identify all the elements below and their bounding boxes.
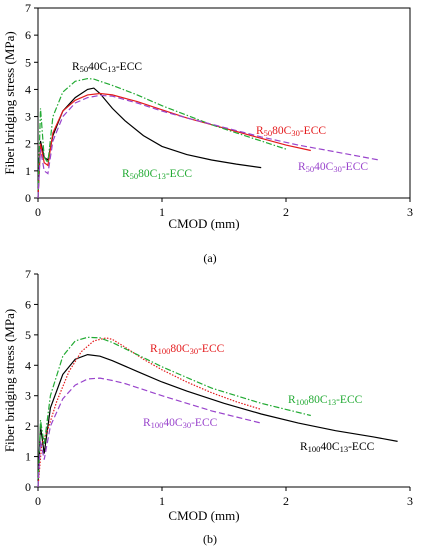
series-label-text: 80C <box>138 168 158 180</box>
x-tick-label: 2 <box>283 205 289 219</box>
y-tick-label: 4 <box>25 358 31 372</box>
x-axis-label: CMOD (mm) <box>168 508 239 523</box>
series-line-1-0 <box>37 353 398 488</box>
y-tick-label: 0 <box>25 191 31 205</box>
series-label-text: -ECC <box>116 61 143 73</box>
y-tick-label: 5 <box>25 328 31 342</box>
series-label-text: 80C <box>170 343 190 355</box>
series-label-subscript: 100 <box>308 444 321 454</box>
y-tick-label: 1 <box>25 164 31 178</box>
series-label-subscript: 30 <box>183 420 192 430</box>
series-label-text: -ECC <box>191 417 218 429</box>
y-tick-label: 6 <box>25 297 31 311</box>
series-label-text: R <box>300 441 308 453</box>
x-axis-label: CMOD (mm) <box>168 216 239 231</box>
series-label-text: R <box>150 343 158 355</box>
series-label: R10040C13-ECC <box>300 441 375 454</box>
series-label-text: -ECC <box>300 125 327 137</box>
y-axis-label: Fiber bridging stress (MPa) <box>2 31 17 174</box>
series-line-0-3 <box>37 94 380 199</box>
series-label-subscript: 13 <box>107 64 116 74</box>
series-label-subscript: 50 <box>264 128 273 138</box>
series-line-0-0 <box>37 87 262 199</box>
series-label-text: R <box>298 161 306 173</box>
series-label: R10040C30-ECC <box>143 417 218 430</box>
y-tick-label: 4 <box>25 82 31 96</box>
series-label-subscript: 100 <box>158 346 171 356</box>
x-tick-label: 1 <box>159 494 165 508</box>
series-label: R10080C30-ECC <box>150 343 225 356</box>
y-tick-label: 3 <box>25 389 31 403</box>
series-line-1-2 <box>37 336 311 488</box>
y-tick-label: 3 <box>25 110 31 124</box>
series-label-subscript: 50 <box>80 64 89 74</box>
series-label-subscript: 13 <box>157 171 166 181</box>
series-label-text: R <box>288 394 296 406</box>
y-tick-label: 7 <box>25 1 31 15</box>
x-tick-label: 0 <box>35 494 41 508</box>
chart-panel-a: 0 1 2 3 4 5 6 7 0 1 2 3 CMOD (mm) Fiber bridging stre… <box>2 1 413 265</box>
series-label-subscript: 50 <box>306 164 315 174</box>
series-label: R5080C30-ECC <box>256 125 326 138</box>
series-label-text: R <box>72 61 80 73</box>
series-label-text: -ECC <box>336 394 363 406</box>
y-tick-label: 2 <box>25 419 31 433</box>
chart-panel-b: 0 1 2 3 4 5 6 7 0 1 2 3 CMOD (mm) Fiber bridging stre… <box>2 270 413 546</box>
y-tick-label: 1 <box>25 450 31 464</box>
panel-label: (a) <box>203 251 216 265</box>
series-line-0-1 <box>37 92 311 199</box>
x-tick-label: 3 <box>407 205 413 219</box>
series-label-text: 80C <box>272 125 292 137</box>
series-label-text: R <box>256 125 264 137</box>
series-label-text: R <box>143 417 151 429</box>
series-label-subscript: 100 <box>151 420 164 430</box>
x-tick-label: 0 <box>35 205 41 219</box>
series-label-text: 40C <box>314 161 334 173</box>
series-label-subscript: 50 <box>130 171 139 181</box>
series-label-subscript: 13 <box>328 397 337 407</box>
series-label: R5040C30-ECC <box>298 161 368 174</box>
series-label-subscript: 30 <box>190 346 199 356</box>
series-label-text: R <box>122 168 130 180</box>
series-line-0-2 <box>37 77 287 199</box>
y-tick-label: 6 <box>25 28 31 42</box>
y-tick-label: 5 <box>25 55 31 69</box>
x-tick-label: 2 <box>283 494 289 508</box>
series-label: R5040C13-ECC <box>72 61 142 74</box>
x-tick-label: 3 <box>407 494 413 508</box>
x-tick-label: 1 <box>159 205 165 219</box>
series-label-subscript: 100 <box>296 397 309 407</box>
series-label-text: 40C <box>88 61 108 73</box>
series-label-text: -ECC <box>166 168 193 180</box>
series-label: R5080C13-ECC <box>122 168 192 181</box>
series-line-1-3 <box>37 377 262 488</box>
y-axis-label: Fiber bridging stress (MPa) <box>2 309 17 452</box>
series-label-text: 80C <box>308 394 328 406</box>
series-label-subscript: 30 <box>333 164 342 174</box>
series-label-text: 40C <box>163 417 183 429</box>
y-tick-label: 2 <box>25 137 31 151</box>
series-label-text: -ECC <box>198 343 225 355</box>
panel-label: (b) <box>203 532 217 546</box>
series-label: R10080C13-ECC <box>288 394 363 407</box>
series-label-subscript: 30 <box>291 128 300 138</box>
series-label-text: -ECC <box>342 161 369 173</box>
series-label-text: 40C <box>320 441 340 453</box>
y-tick-label: 7 <box>25 270 31 281</box>
series-label-text: -ECC <box>348 441 375 453</box>
series-label-subscript: 13 <box>340 444 349 454</box>
y-tick-label: 0 <box>25 480 31 494</box>
